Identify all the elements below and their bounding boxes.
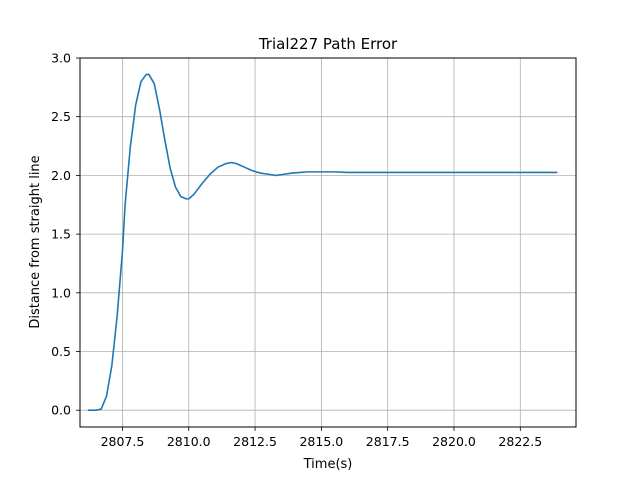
- series: [87, 73, 558, 412]
- x-axis: 2807.5 2810.0 2812.5 2815.0 2817.5 2820.0 2822…: [101, 427, 542, 449]
- y-tick-label: 2.5: [51, 109, 71, 124]
- x-axis-label: Time(s): [303, 457, 353, 472]
- x-tick-label: 2810.0: [167, 434, 211, 449]
- y-axis-label: Distance from straight line: [28, 155, 43, 328]
- x-tick-label: 2815.0: [299, 434, 343, 449]
- y-axis: 0.0 0.5 1.0 1.5 2.0 2.5 3.0: [51, 51, 80, 418]
- x-tick-label: 2807.5: [101, 434, 145, 449]
- plot-frame: [79, 57, 577, 428]
- x-tick-label: 2820.0: [432, 434, 476, 449]
- x-tick-label: 2817.5: [366, 434, 410, 449]
- x-tick-label: 2812.5: [233, 434, 277, 449]
- chart-title: Trial227 Path Error: [258, 35, 398, 53]
- y-tick-label: 1.5: [51, 227, 71, 242]
- series-line: [87, 73, 558, 412]
- y-tick-label: 1.0: [51, 285, 71, 300]
- y-tick-label: 0.0: [51, 403, 71, 418]
- y-tick-label: 0.5: [51, 344, 71, 359]
- y-tick-label: 3.0: [51, 51, 71, 66]
- x-tick-label: 2822.5: [498, 434, 542, 449]
- y-tick-label: 2.0: [51, 168, 71, 183]
- grid: [80, 57, 576, 427]
